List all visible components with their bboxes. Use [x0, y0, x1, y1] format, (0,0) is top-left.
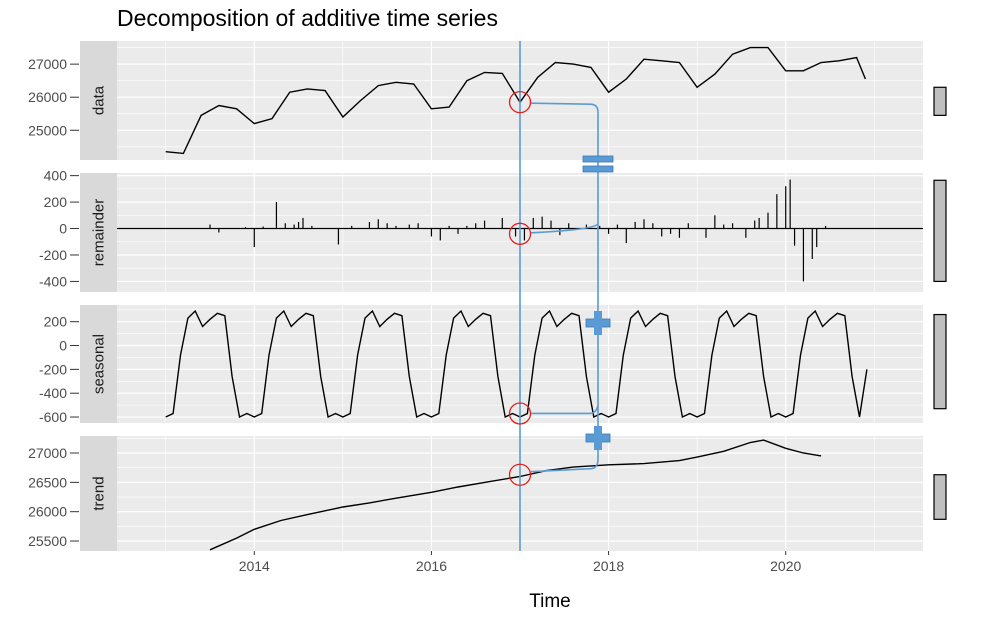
strip-background: [80, 436, 117, 551]
panel-data: 25000 26000 27000 data: [28, 41, 947, 160]
strip-label: trend: [91, 476, 108, 510]
highlight-circle-data: [508, 91, 532, 114]
scale-bar: [933, 474, 947, 520]
y-tick-label: -600: [39, 409, 67, 425]
strip-background: [80, 41, 117, 160]
panel-remainder: -400 -200 0 200 400 remainder: [39, 168, 947, 292]
x-tick-label: 2020: [770, 558, 801, 574]
connector-branch: [530, 223, 599, 234]
seasonal-series-line: [165, 309, 868, 419]
y-tick-label: -200: [39, 247, 67, 263]
y-tick-label: 200: [44, 314, 68, 330]
highlight-circle-remainder: [508, 222, 532, 245]
x-tick-label: 2014: [239, 558, 270, 574]
strip-background: [80, 173, 117, 292]
panel-seasonal: -600 -400 -200 0 200 seasonal: [39, 305, 947, 425]
highlight-circle-trend: [508, 463, 532, 486]
scale-bar: [933, 86, 947, 116]
highlight-circle-seasonal: [508, 402, 532, 425]
y-tick-label: 27000: [28, 56, 67, 72]
x-tick-label: 2018: [593, 558, 624, 574]
y-tick-label: 0: [59, 221, 67, 237]
y-tick-label: 0: [59, 338, 67, 354]
scale-bar: [933, 179, 947, 283]
x-axis-label: Time: [529, 591, 571, 612]
y-tick-label: -400: [39, 385, 67, 401]
equals-operator-bottom: [582, 165, 614, 173]
plus-operator: [585, 311, 611, 335]
y-tick-label: 400: [44, 168, 68, 184]
plus-operator: [585, 426, 611, 450]
y-tick-label: 26500: [28, 474, 67, 490]
y-tick-label: 25000: [28, 122, 67, 138]
strip-label: data: [91, 85, 108, 115]
annotation-overlay: [508, 41, 614, 551]
strip-label: seasonal: [91, 334, 108, 394]
y-tick-label: 25500: [28, 533, 67, 549]
y-tick-label: 26000: [28, 504, 67, 520]
connector-bracket: [530, 102, 599, 473]
panel-trend: 25500 26000 26500 27000 trend: [28, 436, 947, 551]
strip-label: remainder: [91, 199, 108, 267]
x-axis: 2014 2016 2018 2020: [239, 551, 801, 574]
connector-branch: [531, 405, 599, 415]
y-tick-label: 200: [44, 194, 68, 210]
trend-series-line: [209, 439, 822, 551]
x-tick-label: 2016: [416, 558, 447, 574]
y-tick-label: -200: [39, 361, 67, 377]
scale-bar: [933, 313, 947, 410]
strip-background: [80, 305, 117, 423]
y-tick-label: 27000: [28, 445, 67, 461]
chart-title: Decomposition of additive time series: [117, 5, 498, 31]
equals-operator-top: [582, 155, 614, 163]
panels: 25000 26000 27000 data -400 -200 0 200 400 remain…: [28, 41, 947, 551]
y-tick-label: 26000: [28, 89, 67, 105]
y-tick-label: -400: [39, 273, 67, 289]
